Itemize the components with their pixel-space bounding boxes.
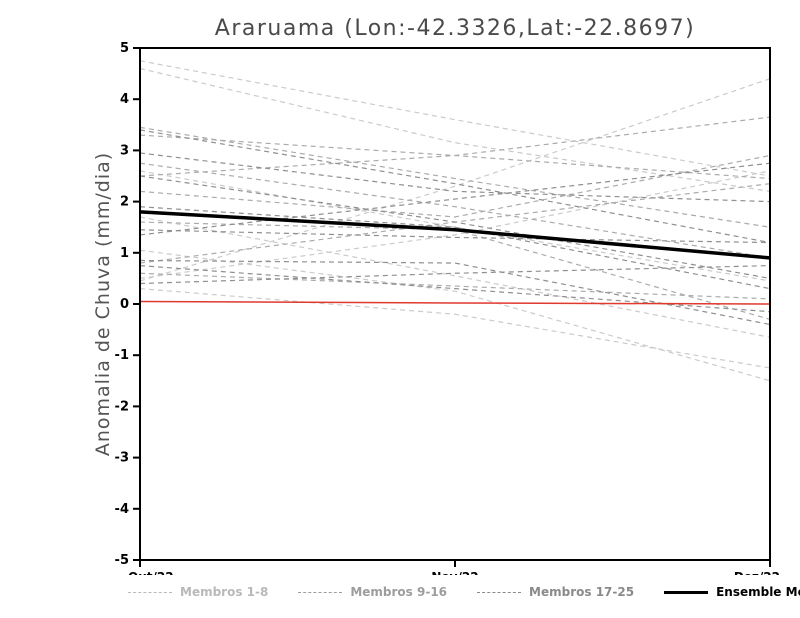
legend-label: Ensemble Mean xyxy=(716,585,800,599)
x-tick-label: Nov/22 xyxy=(431,570,478,575)
member-line xyxy=(139,154,771,218)
dashed-line-sample xyxy=(128,591,172,593)
legend-item-membros-17-25: Membros 17-25 xyxy=(477,585,634,599)
member-line xyxy=(139,126,771,228)
member-line xyxy=(139,249,771,382)
member-line xyxy=(139,272,771,300)
x-tick-label: Out/22 xyxy=(128,570,174,575)
y-tick-label: 5 xyxy=(120,41,129,56)
member-line xyxy=(139,152,771,203)
y-tick-label: -3 xyxy=(115,451,129,466)
y-tick-label: 4 xyxy=(120,92,129,107)
zero-anomaly-line xyxy=(139,300,771,305)
plot-area: 5 4 3 2 1 0 -1 -2 -3 -4 -5 Out/22 Nov/22 Dez/22 xyxy=(115,41,780,575)
member-line xyxy=(139,60,771,177)
y-tick-label: -4 xyxy=(115,502,129,517)
member-line xyxy=(139,229,771,244)
member-line xyxy=(139,78,771,282)
y-tick-label: -5 xyxy=(115,553,129,568)
member-line xyxy=(139,170,771,282)
member-line xyxy=(139,265,771,285)
legend: Membros 1-8 Membros 9-16 Membros 17-25 E… xyxy=(128,585,800,599)
member-line xyxy=(139,216,771,338)
member-line xyxy=(139,288,771,369)
member-line xyxy=(139,170,771,279)
chart-title: Araruama (Lon:-42.3326,Lat:-22.8697) xyxy=(214,16,696,41)
y-tick-label: -1 xyxy=(115,348,129,363)
member-line xyxy=(139,265,771,313)
solid-line-sample xyxy=(664,590,709,594)
legend-item-membros-1-8: Membros 1-8 xyxy=(128,585,268,599)
y-tick-label: 1 xyxy=(120,246,129,261)
member-line xyxy=(139,134,771,180)
member-line xyxy=(139,162,771,236)
legend-label: Membros 17-25 xyxy=(529,585,635,599)
dashed-line-sample xyxy=(477,591,522,593)
legend-item-membros-9-16: Membros 9-16 xyxy=(298,585,447,599)
member-line xyxy=(139,259,771,326)
legend-label: Membros 1-8 xyxy=(180,585,269,599)
ensemble-mean-line xyxy=(139,210,771,260)
y-tick-label: 2 xyxy=(120,195,129,210)
member-line xyxy=(139,67,771,192)
member-line xyxy=(139,162,771,259)
member-line xyxy=(139,116,771,177)
y-tick-label: 3 xyxy=(120,143,129,158)
dashed-line-sample xyxy=(298,591,343,593)
legend-item-ensemble-mean: Ensemble Mean xyxy=(664,585,800,599)
x-tick-label: Dez/22 xyxy=(734,570,780,575)
y-tick-label: -2 xyxy=(115,399,129,414)
member-line xyxy=(139,129,771,244)
member-line xyxy=(139,175,771,279)
legend-label: Membros 9-16 xyxy=(350,585,448,599)
y-tick-label: 0 xyxy=(120,297,129,312)
member-line xyxy=(139,206,771,290)
